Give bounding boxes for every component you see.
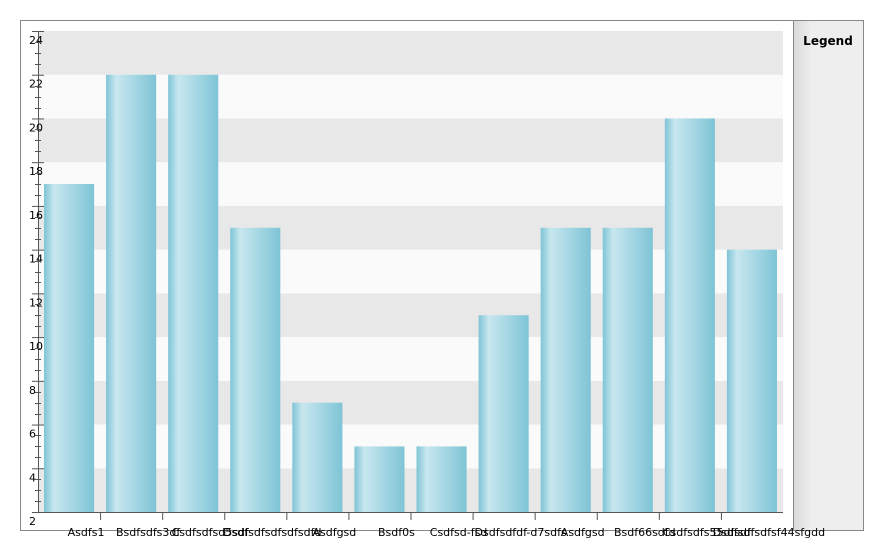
grid-band (38, 293, 783, 338)
y-tick-label: 4 (29, 471, 36, 484)
grid-band (38, 468, 783, 512)
x-tick-label: Bsdf0s (378, 526, 415, 539)
bar (726, 249, 777, 513)
grid-band (38, 162, 783, 206)
bar (664, 118, 715, 513)
grid-band (38, 380, 783, 425)
x-tick-label: Csdfsd-fsd (430, 526, 488, 539)
bar (354, 446, 405, 512)
bar (106, 74, 157, 513)
x-tick-label: Csdfsdfsd5sdf (172, 526, 250, 539)
y-tick-label: 24 (29, 34, 43, 47)
grid-band (38, 74, 783, 119)
grid-band (38, 249, 783, 294)
x-tick-label: Bsdf66sdfd (614, 526, 676, 539)
x-tick-label: Dsdfsdfsdfsf44sfgdd (713, 526, 825, 539)
bar (44, 184, 95, 512)
y-tick-label: 6 (29, 428, 36, 441)
legend-panel (793, 20, 864, 531)
grid-band (38, 337, 783, 381)
x-tick-label: Csdfsdfs55dfsdf (663, 526, 752, 539)
grid-band (38, 424, 783, 469)
bar (478, 315, 529, 512)
y-tick-label: 16 (29, 209, 43, 222)
bar (540, 227, 591, 513)
y-tick-label: 12 (29, 296, 43, 309)
grid-band (38, 205, 783, 250)
y-tick-label: 22 (29, 78, 43, 91)
y-tick-label: 14 (29, 253, 43, 266)
bar (292, 402, 343, 512)
y-tick-label: 10 (29, 340, 43, 353)
grid-band (38, 118, 783, 163)
x-tick-label: Asdfgsd (312, 526, 356, 539)
legend-title: Legend (803, 34, 853, 48)
bar (230, 227, 281, 513)
bar (168, 74, 219, 513)
x-tick-label: Dsdfsdfdf-d7sdfs (475, 526, 567, 539)
y-tick-label: 2 (29, 515, 36, 528)
grid-band (38, 31, 783, 75)
bar (416, 446, 467, 512)
x-tick-label: Bsdfsdfs3df (116, 526, 181, 539)
x-tick-label: Dsdfsdfsdfsdfsdfd (223, 526, 321, 539)
y-tick-label: 8 (29, 384, 36, 397)
bar (602, 227, 653, 513)
y-tick-label: 20 (29, 121, 43, 134)
y-tick-label: 18 (29, 165, 43, 178)
x-tick-label: Asdfs1 (68, 526, 105, 539)
x-tick-label: Asdfgsd (561, 526, 605, 539)
